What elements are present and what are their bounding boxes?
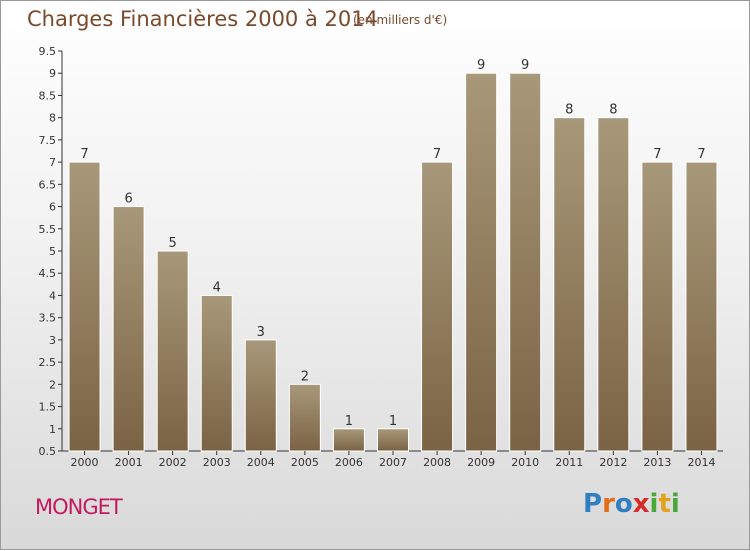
- x-tick-label: 2007: [379, 456, 407, 469]
- y-tick-label: 7.5: [39, 134, 57, 147]
- y-tick-label: 0.5: [39, 445, 57, 458]
- bar: [200, 294, 233, 452]
- x-tick-label: 2013: [643, 456, 671, 469]
- bar: [377, 428, 409, 452]
- logo-letter: r: [602, 489, 615, 519]
- logo-letter: x: [632, 489, 650, 519]
- y-tick-label: 7: [49, 156, 56, 169]
- y-tick-label: 3.5: [39, 312, 57, 325]
- x-tick-label: 2002: [159, 456, 187, 469]
- x-tick-label: 2003: [203, 456, 231, 469]
- proxiti-logo: Proxiti: [583, 489, 680, 519]
- data-label: 1: [345, 414, 353, 429]
- data-label: 4: [213, 280, 221, 295]
- y-tick-label: 6: [49, 201, 56, 214]
- x-tick-label: 2009: [467, 456, 495, 469]
- x-tick-label: 2010: [511, 456, 539, 469]
- bar: [553, 117, 586, 452]
- bar: [597, 117, 630, 452]
- x-tick-label: 2011: [555, 456, 583, 469]
- x-tick-label: 2012: [599, 456, 627, 469]
- data-label: 7: [653, 147, 661, 162]
- data-label: 6: [124, 192, 132, 207]
- logo-letter: P: [583, 489, 603, 519]
- data-label: 9: [521, 58, 529, 73]
- bar: [68, 161, 101, 452]
- x-tick-label: 2000: [71, 456, 99, 469]
- y-tick-label: 6.5: [39, 178, 57, 191]
- x-tick-label: 2005: [291, 456, 319, 469]
- commune-name: MONGET: [35, 495, 123, 519]
- data-label: 8: [565, 103, 573, 118]
- y-tick-label: 5.5: [39, 223, 57, 236]
- data-label: 7: [697, 147, 705, 162]
- data-label: 7: [80, 147, 88, 162]
- x-tick-label: 2001: [115, 456, 143, 469]
- y-tick-label: 4: [49, 289, 56, 302]
- bar: [156, 250, 189, 452]
- data-label: 9: [477, 58, 485, 73]
- bar: [421, 161, 454, 452]
- data-label: 1: [389, 414, 397, 429]
- x-tick-label: 2008: [423, 456, 451, 469]
- data-label: 8: [609, 103, 617, 118]
- y-tick-label: 8: [49, 112, 56, 125]
- data-label: 7: [433, 147, 441, 162]
- y-tick-label: 3: [49, 334, 56, 347]
- data-label: 2: [301, 369, 309, 384]
- x-tick-label: 2004: [247, 456, 275, 469]
- y-tick-label: 1: [49, 423, 56, 436]
- bar: [112, 206, 145, 452]
- x-tick-label: 2014: [687, 456, 715, 469]
- logo-letter: t: [658, 489, 671, 519]
- y-tick-label: 9.5: [39, 45, 57, 58]
- bar: [244, 339, 277, 452]
- y-tick-label: 1.5: [39, 401, 57, 414]
- data-label: 3: [257, 325, 265, 340]
- chart-title: Charges Financières 2000 à 2014: [27, 7, 378, 31]
- y-tick-label: 2: [49, 378, 56, 391]
- x-tick-label: 2006: [335, 456, 363, 469]
- y-tick-label: 5: [49, 245, 56, 258]
- bar: [332, 428, 365, 452]
- y-tick-label: 2.5: [39, 356, 57, 369]
- bar: [509, 72, 542, 452]
- data-label: 5: [169, 236, 177, 251]
- logo-letter: o: [614, 489, 633, 519]
- y-tick-label: 9: [49, 67, 56, 80]
- logo-letter: i: [670, 489, 680, 519]
- y-tick-label: 8.5: [39, 89, 57, 102]
- y-tick-label: 4.5: [39, 267, 57, 280]
- bar: [685, 161, 718, 452]
- bar: [288, 383, 321, 452]
- logo-letter: i: [649, 489, 659, 519]
- bar: [641, 161, 674, 452]
- chart-subtitle: (en milliers d'€): [353, 13, 448, 27]
- bar: [465, 72, 498, 452]
